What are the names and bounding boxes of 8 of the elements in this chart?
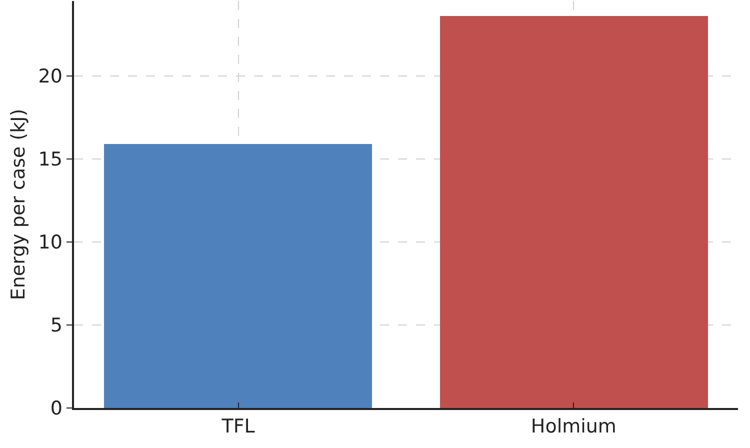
y-tick-label: 5 <box>50 314 62 337</box>
y-axis-title: Energy per case (kJ) <box>8 108 30 300</box>
y-tick-label: 15 <box>38 148 62 170</box>
x-tick-label: Holmium <box>530 416 616 438</box>
y-tick-label: 10 <box>38 232 62 254</box>
y-tick-label: 0 <box>50 398 62 420</box>
y-tick-label: 20 <box>38 65 62 88</box>
x-tick-label: TFL <box>220 416 256 438</box>
